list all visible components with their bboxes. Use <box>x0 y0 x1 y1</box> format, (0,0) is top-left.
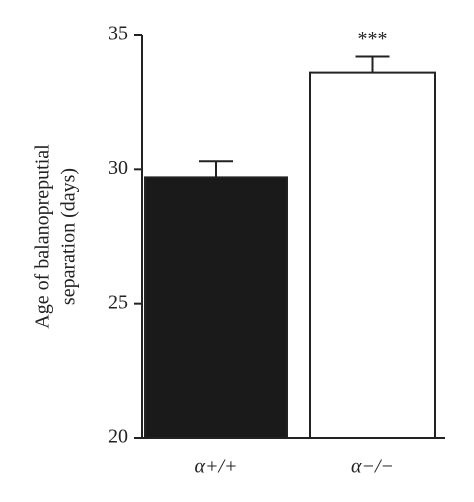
y-tick-label: 25 <box>108 291 128 313</box>
y-tick-label: 20 <box>108 426 128 448</box>
x-tick-label: α−/− <box>351 456 394 478</box>
y-tick-label: 30 <box>108 157 128 179</box>
annotation: *** <box>358 28 388 50</box>
bar <box>144 176 288 439</box>
y-tick-label: 35 <box>108 23 128 45</box>
y-axis-label: separation (days) <box>58 168 80 305</box>
y-axis-label: Age of balanopreputial <box>32 144 54 329</box>
bar <box>309 71 436 439</box>
x-tick-label: α+/+ <box>194 456 237 478</box>
